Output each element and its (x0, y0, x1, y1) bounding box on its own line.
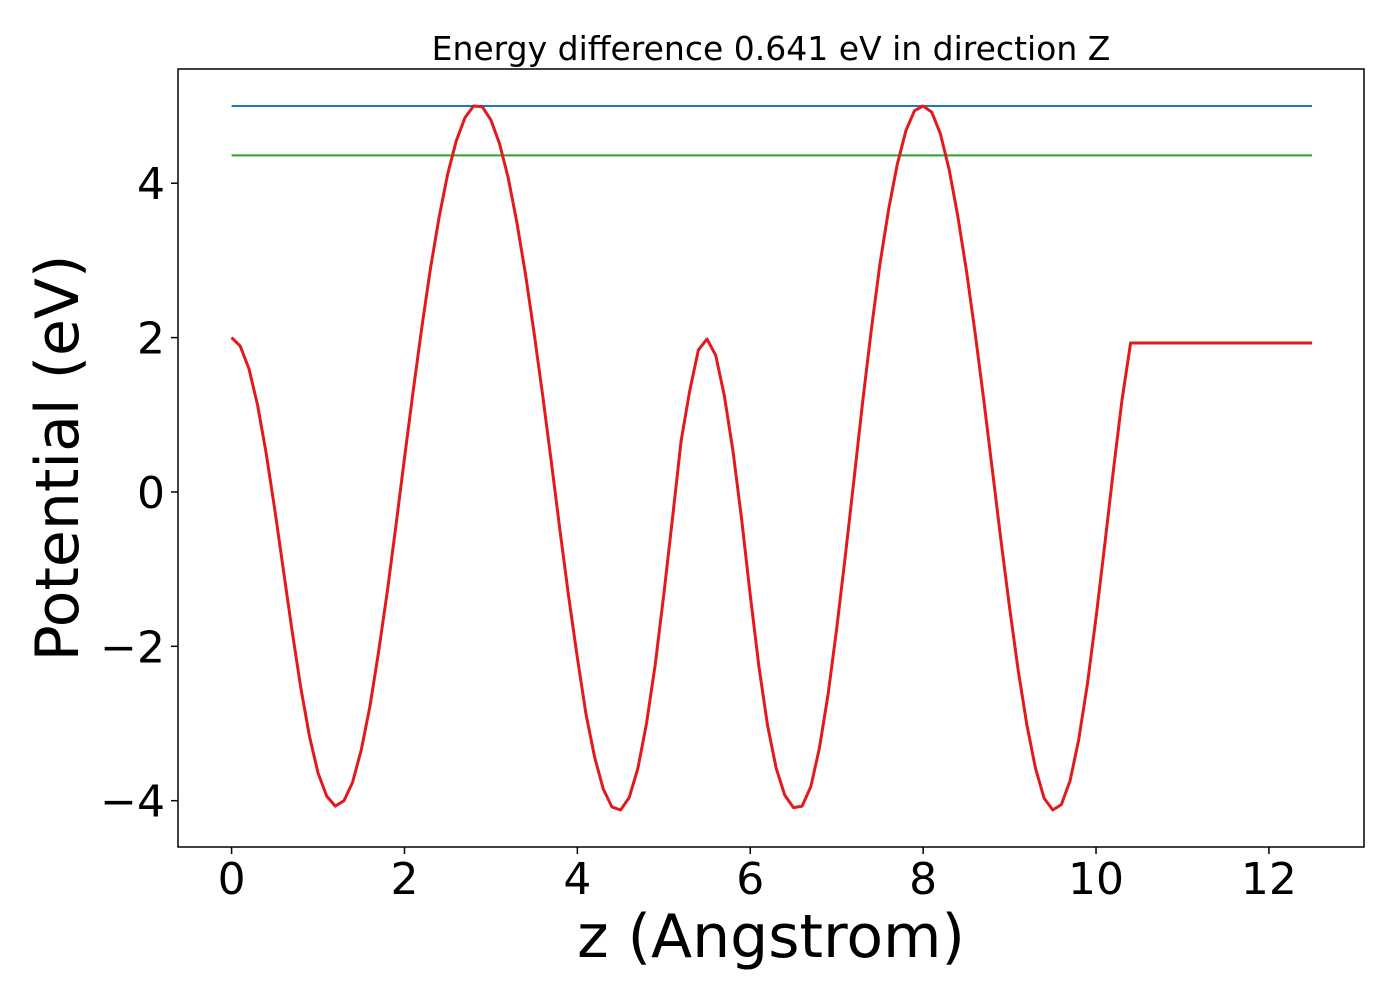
y-tick-label: −4 (100, 777, 165, 828)
series-line-2 (230, 104, 1313, 812)
y-axis-label: Potential (eV) (23, 255, 93, 662)
x-tick-label: 4 (563, 854, 591, 905)
x-axis: 0 2 4 6 8 10 12 (218, 847, 1297, 905)
y-tick-label: 4 (137, 159, 165, 210)
y-tick-label: 2 (137, 314, 165, 365)
x-tick-label: 2 (390, 854, 418, 905)
x-tick-label: 12 (1241, 854, 1297, 905)
plot-frame (177, 68, 1365, 848)
x-tick-label: 0 (218, 854, 246, 905)
x-tick-label: 6 (736, 854, 764, 905)
y-tick-label: 0 (137, 468, 165, 519)
plot-area (230, 104, 1313, 812)
y-axis: −4 −2 0 2 4 (100, 159, 178, 828)
y-tick-label: −2 (100, 622, 165, 673)
x-axis-label: z (Angstrom) (577, 902, 965, 972)
chart-title: Energy difference 0.641 eV in direction … (432, 29, 1111, 68)
x-tick-label: 10 (1068, 854, 1124, 905)
x-tick-label: 8 (909, 854, 937, 905)
